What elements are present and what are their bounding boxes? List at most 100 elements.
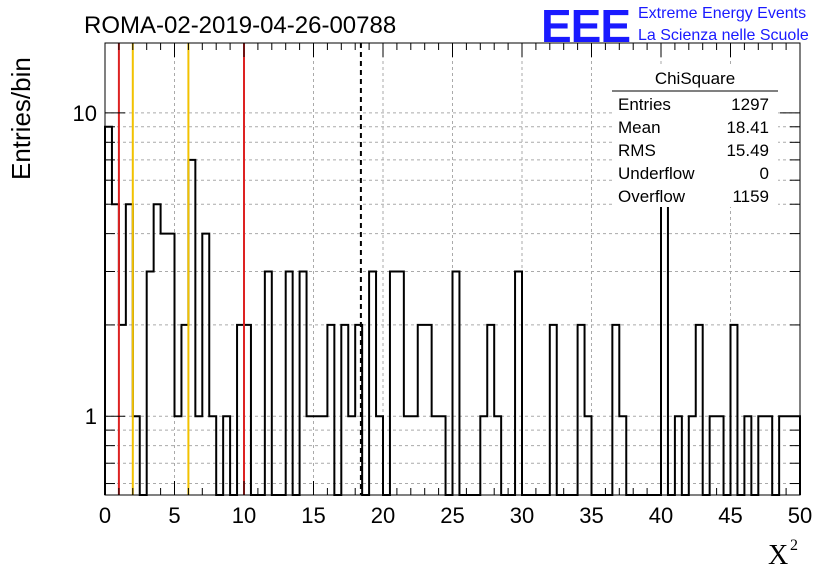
x-tick-label: 5: [168, 503, 180, 528]
brand-line-1: Extreme Energy Events: [638, 5, 806, 22]
stats-row-value: 0: [760, 164, 769, 183]
histogram-bin: [223, 416, 230, 495]
histogram-bin: [244, 325, 251, 495]
x-tick-label: 35: [579, 503, 603, 528]
histogram-bin: [425, 325, 432, 495]
x-tick-label: 25: [440, 503, 464, 528]
histogram-bin: [418, 325, 425, 495]
x-tick-label: 40: [649, 503, 673, 528]
histogram-bin: [195, 416, 202, 495]
stats-row-label: Overflow: [618, 187, 686, 206]
histogram-bin: [439, 416, 446, 495]
histogram-bin: [105, 127, 112, 495]
x-tick-label: 10: [232, 503, 256, 528]
histogram-bin: [550, 325, 557, 495]
histogram-bin: [188, 160, 195, 495]
histogram-bin: [209, 416, 216, 495]
stats-box-bg: [612, 65, 778, 207]
histogram-bin: [779, 416, 786, 495]
histogram-bin: [369, 272, 376, 495]
histogram-bin: [453, 272, 460, 495]
histogram-bin: [181, 325, 188, 495]
stats-row-label: RMS: [618, 141, 656, 160]
x-tick-label: 45: [718, 503, 742, 528]
histogram-bin: [202, 234, 209, 495]
histogram-bin: [480, 416, 487, 495]
x-axis-label-superscript: 2: [790, 537, 798, 554]
histogram-bin: [161, 234, 168, 495]
histogram-bin: [154, 204, 161, 495]
axes: 0 5 10 15 20 25 30 35 40 45 50 1 10: [73, 43, 812, 528]
histogram-bin: [320, 416, 327, 495]
histogram-bin: [314, 416, 321, 495]
stats-row-label: Underflow: [618, 164, 695, 183]
histogram-bin: [327, 325, 334, 495]
histogram-bin: [675, 416, 682, 495]
histogram: [104, 125, 801, 496]
histogram-bin: [237, 325, 244, 495]
histogram-bin: [585, 416, 592, 495]
histogram-bin: [758, 416, 765, 495]
histogram-bin: [717, 416, 724, 495]
histogram-outline: [104, 125, 801, 496]
histogram-bin: [341, 325, 348, 495]
histogram-bin: [397, 272, 404, 495]
x-tick-label: 20: [371, 503, 395, 528]
histogram-bin: [348, 416, 355, 495]
stats-row-value: 18.41: [726, 118, 769, 137]
stats-rows: Entries 1297 Mean 18.41 RMS 15.49 Underflow 0 Ov…: [618, 95, 769, 206]
histogram-bin: [307, 416, 314, 495]
histogram-bin: [300, 272, 307, 495]
histogram-bin: [765, 416, 772, 495]
eee-logo-text: EEE: [541, 0, 630, 52]
histogram-bin: [112, 204, 119, 495]
histogram-bin: [119, 325, 126, 495]
x-tick-label: 30: [510, 503, 534, 528]
histogram-bin: [390, 272, 397, 495]
eee-logo: EEE Extreme Energy Events La Scienza nel…: [541, 0, 809, 52]
stats-row-label: Mean: [618, 118, 661, 137]
y-axis-label: Entries/bin: [6, 57, 36, 180]
histogram-bin: [661, 160, 668, 495]
x-axis-label-base: X: [768, 540, 788, 571]
histogram-bin: [710, 416, 717, 495]
histogram-bin: [168, 234, 175, 495]
x-tick-label: 0: [99, 503, 111, 528]
histogram-bin: [133, 416, 140, 495]
histogram-bin: [696, 325, 703, 495]
histogram-bin: [404, 416, 411, 495]
histogram-bin: [619, 416, 626, 495]
vertical-markers: [117, 43, 362, 495]
histogram-bin: [286, 272, 293, 495]
histogram-bin: [494, 416, 501, 495]
x-tick-label: 50: [788, 503, 812, 528]
histogram-bin: [126, 204, 133, 495]
histogram-bin: [612, 325, 619, 495]
y-tick-label: 1: [85, 404, 97, 429]
chart-title: ROMA-02-2019-04-26-00788: [84, 12, 396, 39]
x-tick-label: 15: [301, 503, 325, 528]
histogram-bin: [578, 325, 585, 495]
histogram-bin: [432, 416, 439, 495]
x-axis-label: X 2: [768, 537, 798, 571]
histogram-bin: [487, 325, 494, 495]
stats-row-value: 1159: [732, 187, 769, 206]
grid: [105, 43, 800, 495]
stats-box-title: ChiSquare: [655, 69, 735, 88]
brand-line-2: La Scienza nelle Scuole: [638, 27, 809, 44]
histogram-bin: [175, 416, 182, 495]
histogram-bin: [376, 416, 383, 495]
histogram-bin: [515, 272, 522, 495]
histogram-bin: [744, 416, 751, 495]
stats-box: ChiSquare Entries 1297 Mean 18.41 RMS 15.49 Un…: [612, 65, 778, 207]
histogram-bin: [147, 272, 154, 495]
stats-row-value: 15.49: [726, 141, 769, 160]
stats-row-value: 1297: [731, 95, 769, 114]
y-tick-label: 10: [73, 101, 97, 126]
histogram-bin: [411, 416, 418, 495]
stats-row-label: Entries: [618, 95, 671, 114]
histogram-bin: [689, 416, 696, 495]
histogram-bin: [265, 272, 272, 495]
histogram-bin: [731, 325, 738, 495]
